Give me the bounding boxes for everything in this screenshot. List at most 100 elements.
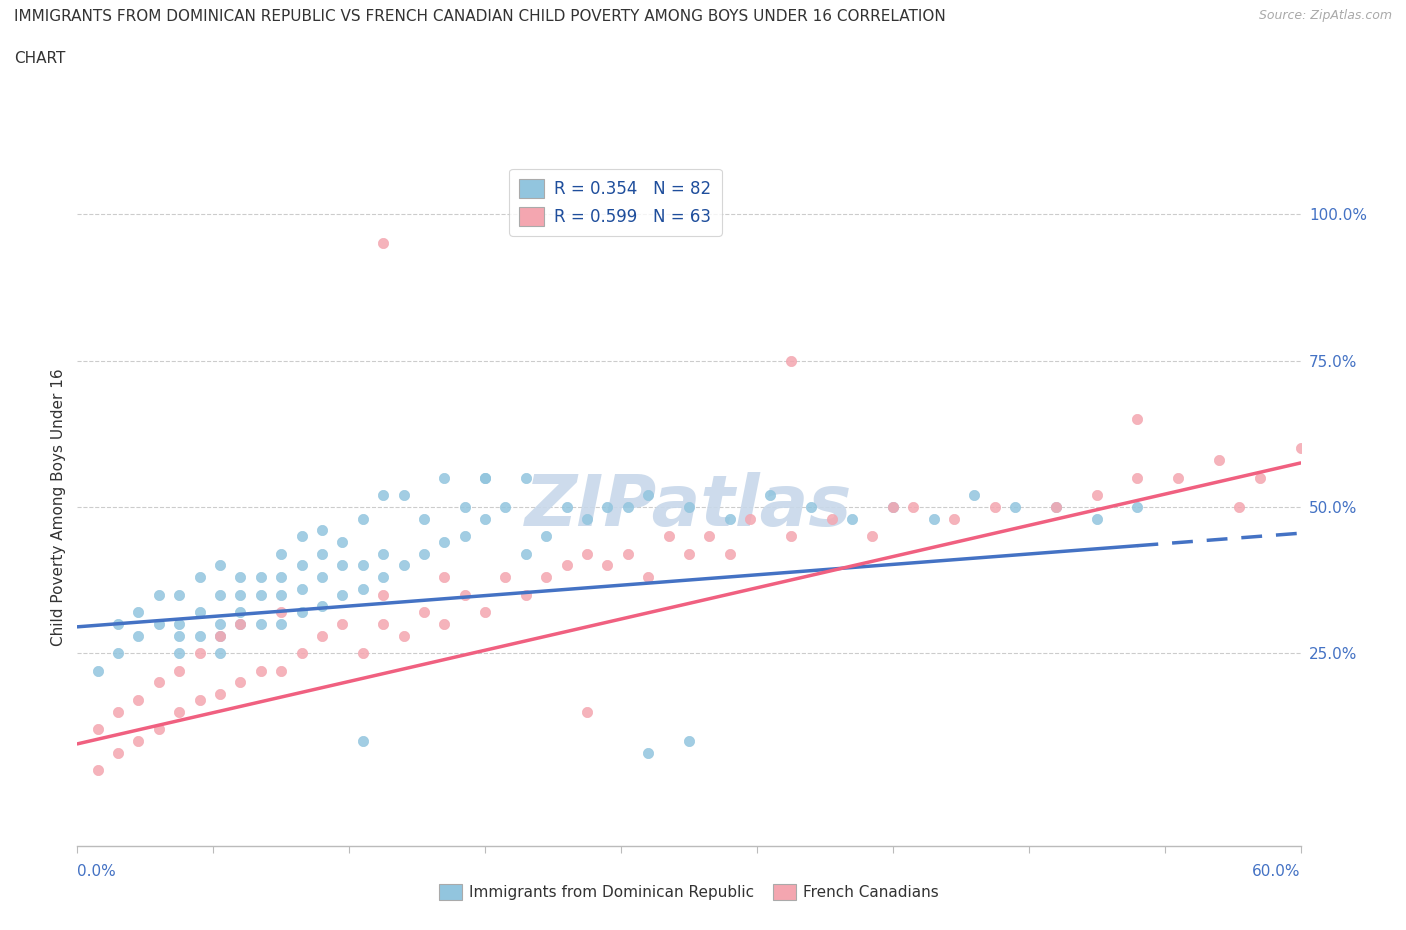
Point — [555, 499, 578, 514]
Point — [433, 471, 456, 485]
Point — [922, 512, 945, 526]
Point — [169, 617, 191, 631]
Point — [229, 604, 252, 619]
Point — [208, 617, 231, 631]
Text: 0.0%: 0.0% — [77, 864, 117, 879]
Y-axis label: Child Poverty Among Boys Under 16: Child Poverty Among Boys Under 16 — [51, 368, 66, 645]
Point — [169, 704, 191, 719]
Point — [270, 546, 292, 561]
Point — [127, 734, 149, 749]
Point — [107, 617, 129, 631]
Point — [208, 587, 231, 602]
Point — [311, 628, 333, 643]
Point — [127, 604, 149, 619]
Point — [576, 512, 599, 526]
Point — [332, 535, 354, 550]
Point — [169, 663, 191, 678]
Point — [208, 628, 231, 643]
Text: Source: ZipAtlas.com: Source: ZipAtlas.com — [1258, 9, 1392, 22]
Point — [678, 734, 700, 749]
Point — [107, 704, 129, 719]
Point — [800, 499, 823, 514]
Legend: Immigrants from Dominican Republic, French Canadians: Immigrants from Dominican Republic, Fren… — [433, 878, 945, 907]
Point — [1167, 471, 1189, 485]
Point — [882, 499, 904, 514]
Point — [515, 471, 537, 485]
Point — [148, 675, 170, 690]
Point — [963, 487, 986, 502]
Point — [352, 734, 374, 749]
Point — [1126, 499, 1149, 514]
Point — [127, 693, 149, 708]
Point — [779, 353, 801, 368]
Point — [596, 499, 619, 514]
Point — [148, 722, 170, 737]
Point — [392, 487, 415, 502]
Point — [392, 628, 415, 643]
Point — [740, 512, 762, 526]
Point — [352, 645, 374, 660]
Point — [474, 604, 496, 619]
Point — [250, 587, 273, 602]
Point — [208, 628, 231, 643]
Point — [474, 512, 496, 526]
Point — [779, 528, 801, 543]
Point — [311, 546, 333, 561]
Point — [841, 512, 863, 526]
Point — [759, 487, 782, 502]
Point — [169, 645, 191, 660]
Point — [250, 663, 273, 678]
Point — [208, 558, 231, 573]
Point — [534, 528, 557, 543]
Point — [208, 645, 231, 660]
Point — [127, 628, 149, 643]
Point — [576, 546, 599, 561]
Point — [1126, 471, 1149, 485]
Point — [352, 581, 374, 596]
Point — [942, 512, 965, 526]
Point — [332, 558, 354, 573]
Point — [229, 675, 252, 690]
Point — [188, 604, 211, 619]
Point — [1289, 441, 1312, 456]
Point — [87, 663, 110, 678]
Point — [862, 528, 884, 543]
Point — [229, 587, 252, 602]
Point — [290, 581, 312, 596]
Point — [678, 546, 700, 561]
Point — [87, 763, 110, 777]
Point — [453, 528, 475, 543]
Point — [250, 617, 273, 631]
Text: ZIPatlas: ZIPatlas — [526, 472, 852, 541]
Point — [903, 499, 925, 514]
Point — [637, 570, 659, 585]
Point — [495, 499, 517, 514]
Point — [311, 523, 333, 538]
Point — [576, 704, 599, 719]
Point — [413, 512, 436, 526]
Point — [555, 558, 578, 573]
Point — [1085, 512, 1108, 526]
Point — [229, 617, 252, 631]
Point — [371, 236, 394, 251]
Point — [392, 558, 415, 573]
Point — [188, 693, 211, 708]
Text: IMMIGRANTS FROM DOMINICAN REPUBLIC VS FRENCH CANADIAN CHILD POVERTY AMONG BOYS U: IMMIGRANTS FROM DOMINICAN REPUBLIC VS FR… — [14, 9, 946, 24]
Point — [453, 499, 475, 514]
Point — [718, 546, 741, 561]
Point — [984, 499, 1007, 514]
Point — [474, 471, 496, 485]
Point — [229, 617, 252, 631]
Point — [332, 617, 354, 631]
Text: CHART: CHART — [14, 51, 66, 66]
Point — [821, 512, 844, 526]
Point — [637, 487, 659, 502]
Point — [311, 570, 333, 585]
Point — [1045, 499, 1067, 514]
Point — [658, 528, 681, 543]
Point — [270, 663, 292, 678]
Point — [433, 535, 456, 550]
Point — [1208, 453, 1230, 468]
Point — [1045, 499, 1067, 514]
Point — [107, 645, 129, 660]
